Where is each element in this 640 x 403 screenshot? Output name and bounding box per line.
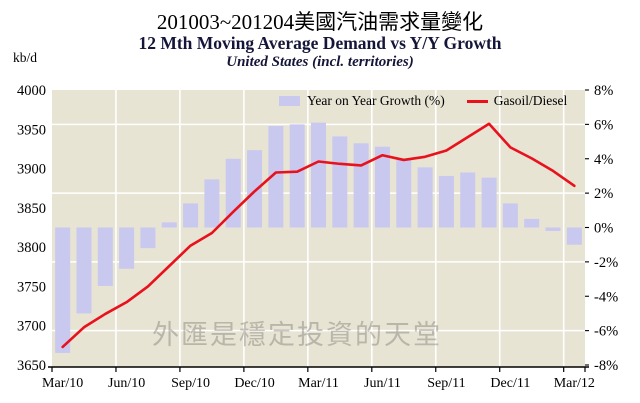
- bar-Nov/11: [481, 177, 497, 228]
- chart-subtitle: 12 Mth Moving Average Demand vs Y/Y Grow…: [138, 33, 502, 53]
- x-axis-label: Mar/12: [554, 376, 595, 391]
- left-axis-label: 4000: [17, 83, 46, 99]
- bar-Jul/11: [396, 158, 412, 228]
- bar-Dec/11: [502, 203, 518, 228]
- right-axis-label: 0%: [594, 221, 613, 237]
- left-axis-label: 3950: [17, 122, 46, 138]
- right-axis-label: 2%: [594, 186, 613, 202]
- x-axis-label: Jun/10: [108, 376, 145, 391]
- x-axis-label: Sep/11: [427, 376, 465, 391]
- left-axis-label: 3800: [17, 240, 46, 256]
- chart-region-label: United States (incl. territories): [226, 54, 414, 70]
- right-axis-label: -6%: [594, 324, 618, 340]
- bar-Feb/11: [289, 124, 305, 228]
- bar-Nov/10: [225, 158, 241, 228]
- x-axis-label: Dec/11: [490, 376, 530, 391]
- x-axis-label: Mar/10: [42, 376, 83, 391]
- x-axis-label: Jun/11: [364, 376, 401, 391]
- legend-line-swatch-icon: [466, 99, 488, 103]
- left-axis-unit-label: kb/d: [13, 50, 38, 65]
- chart-legend: Year on Year Growth (%) Gasoil/Diesel: [279, 93, 567, 109]
- right-axis-label: -2%: [594, 255, 618, 271]
- bar-Oct/11: [460, 172, 476, 228]
- bar-Mar/11: [311, 122, 326, 228]
- bar-Jun/10: [119, 227, 135, 269]
- bar-May/10: [97, 227, 113, 286]
- x-axis-label: Mar/11: [298, 376, 339, 391]
- gasoil-diesel-line: [61, 122, 576, 349]
- left-axis-label: 3900: [17, 162, 46, 178]
- bar-Sep/10: [183, 203, 199, 228]
- bar-Mar/10: [55, 227, 71, 353]
- x-axis-label: Dec/10: [234, 376, 274, 391]
- bar-Jun/11: [374, 146, 390, 228]
- legend-bars-label: Year on Year Growth (%): [307, 93, 445, 108]
- bar-Sep/11: [438, 175, 454, 228]
- watermark-text: 外匯是穩定投資的天堂: [152, 320, 442, 350]
- bar-Apr/11: [332, 136, 348, 228]
- bar-Jan/12: [524, 218, 540, 228]
- left-axis-label: 3650: [17, 358, 46, 374]
- bar-Jul/10: [140, 227, 156, 249]
- left-axis-label: 3700: [17, 319, 46, 335]
- right-axis-label: 8%: [594, 83, 613, 99]
- legend-line-label: Gasoil/Diesel: [493, 93, 568, 108]
- right-axis-label: 6%: [594, 117, 613, 133]
- bar-Dec/10: [247, 150, 263, 228]
- bar-Aug/11: [417, 167, 433, 228]
- x-axis-label: Sep/10: [171, 376, 210, 391]
- bar-Feb/12: [545, 227, 561, 231]
- right-axis-label: -4%: [594, 289, 618, 305]
- bar-May/11: [353, 143, 369, 228]
- right-axis-label: -8%: [594, 358, 618, 374]
- right-axis-label: 4%: [594, 152, 613, 168]
- left-axis-label: 3750: [17, 279, 46, 295]
- page-title: 201003~201204美國汽油需求量變化: [156, 10, 484, 34]
- bar-Mar/12: [566, 227, 582, 245]
- bar-Apr/10: [76, 227, 92, 314]
- legend-bar-swatch-icon: [279, 96, 300, 106]
- bar-Oct/10: [204, 179, 220, 228]
- bar-Aug/10: [161, 222, 177, 228]
- bar-Jan/11: [268, 126, 284, 228]
- left-axis-label: 3850: [17, 201, 46, 217]
